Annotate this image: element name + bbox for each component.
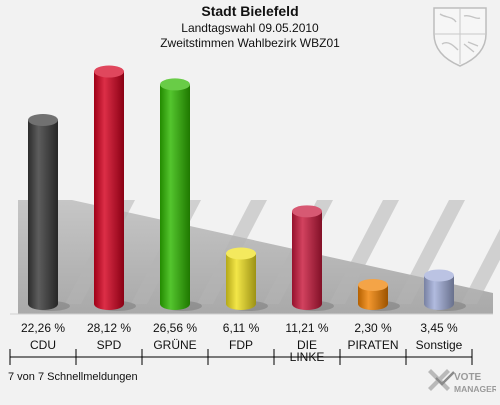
- floor-stripe: [329, 200, 399, 304]
- bar-top: [292, 205, 322, 218]
- bar-body: [424, 275, 454, 310]
- logo-line1: VOTE: [454, 372, 482, 383]
- bar-body: [94, 71, 124, 310]
- vote-manager-logo: VOTE MANAGER: [428, 369, 496, 394]
- value-label: 26,56 %: [153, 321, 197, 335]
- bar-spd: [94, 65, 136, 311]
- category-label: FDP: [229, 338, 253, 352]
- bars-group: [28, 65, 466, 311]
- coat-of-arms-icon: [433, 7, 487, 67]
- bar-body: [160, 84, 190, 310]
- value-label: 2,30 %: [354, 321, 392, 335]
- floor-stripe: [461, 228, 500, 304]
- bar-top: [28, 113, 58, 126]
- bar-top: [160, 78, 190, 91]
- floor-stripe: [395, 200, 465, 304]
- logo-line2: MANAGER: [454, 384, 496, 394]
- chart-subtitle-line2: Zweitstimmen Wahlbezirk WBZ01: [160, 36, 340, 50]
- value-labels-group: 22,26 % 28,12 % 26,56 % 6,11 % 11,21 % 2,30 %…: [21, 321, 458, 335]
- bar-top: [226, 247, 256, 260]
- bar-body: [292, 211, 322, 310]
- value-label: 22,26 %: [21, 321, 65, 335]
- value-label: 28,12 %: [87, 321, 131, 335]
- value-label: 6,11 %: [223, 321, 260, 335]
- chart-subtitle-line1: Landtagswahl 09.05.2010: [181, 21, 319, 35]
- bar-top: [358, 278, 388, 291]
- bar-fdp: [226, 247, 268, 311]
- bar-top: [424, 269, 454, 282]
- bar-body: [226, 253, 256, 310]
- category-label: CDU: [30, 338, 56, 352]
- bar-die-linke: [292, 205, 334, 311]
- category-label: SPD: [97, 338, 122, 352]
- chart-title: Stadt Bielefeld: [201, 3, 298, 19]
- bar-grüne: [160, 78, 202, 311]
- axis-ticks-group: [9, 349, 473, 365]
- bar-body: [358, 284, 388, 310]
- bar-piraten: [358, 278, 400, 311]
- bar-cdu: [28, 113, 70, 311]
- category-label: GRÜNE: [153, 338, 196, 352]
- category-label: DIE: [297, 338, 317, 352]
- value-label: 11,21 %: [285, 321, 328, 335]
- category-label: Sonstige: [416, 338, 463, 352]
- category-label: PIRATEN: [347, 338, 398, 352]
- footer-text: 7 von 7 Schnellmeldungen: [8, 371, 138, 383]
- bar-body: [28, 119, 58, 310]
- bar-sonstige: [424, 269, 466, 311]
- bar-top: [94, 65, 124, 78]
- value-label: 3,45 %: [420, 321, 458, 335]
